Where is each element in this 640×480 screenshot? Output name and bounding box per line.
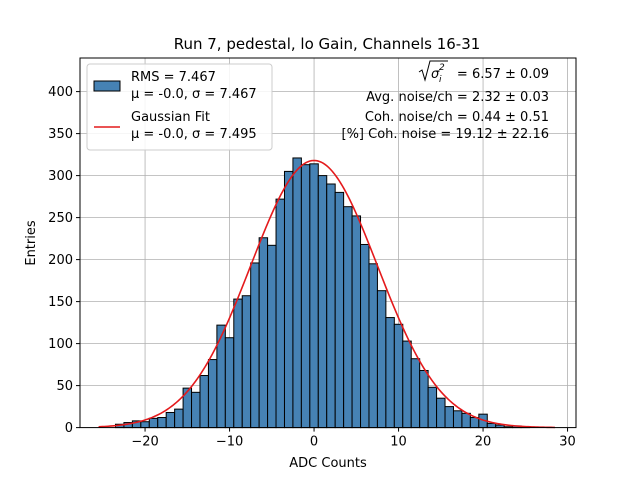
histogram-bar [486,422,497,429]
legend-hist-rms: RMS = 7.467 [131,70,216,85]
histogram-bar [241,295,252,429]
y-tick-label: 200 [48,253,73,268]
histogram-bar [360,243,370,429]
x-tick-label: 0 [310,435,318,450]
y-axis-ticks: 0 50 100 150 200 250 300 350 400 [48,85,80,436]
y-tick-label: 250 [48,211,73,226]
histogram-bar [283,170,294,429]
histogram-bar [461,412,471,429]
x-tick-label: 20 [475,435,492,450]
x-tick-label: −20 [131,435,158,450]
histogram-bar [233,298,243,429]
histogram-bar [393,323,404,429]
histogram-bar [385,317,395,429]
svg-text:2: 2 [439,63,445,73]
histogram-bar [452,410,463,429]
histogram-bar [148,417,159,429]
histogram-bar [207,359,218,429]
histogram-bar [275,198,285,429]
histogram-bar [317,175,328,429]
histogram-bar [300,164,311,429]
y-tick-label: 150 [48,295,73,310]
histogram-bar [469,417,480,429]
legend-hist-params: μ = -0.0, σ = 7.467 [131,87,257,102]
histogram-bar [165,411,176,429]
histogram-bar [444,406,454,429]
y-tick-label: 0 [65,421,73,436]
y-tick-label: 400 [48,85,73,100]
histogram-bars [114,157,531,429]
x-tick-label: 30 [559,435,576,450]
annotation-coh-noise: Coh. noise/ch = 0.44 ± 0.51 [365,110,549,125]
histogram-bar [216,324,226,429]
histogram-bar [199,375,209,429]
histogram-bar [343,206,353,429]
y-tick-label: 350 [48,127,73,142]
svg-text:σ: σ [431,67,440,82]
histogram-bar [250,262,260,429]
histogram-bar [419,369,429,429]
noise-annotations: σ 2 i = 6.57 ± 0.09 Avg. noise/ch = 2.32… [342,60,550,142]
histogram-bar [368,263,378,429]
legend-fit-label: Gaussian Fit [131,110,210,125]
svg-text:i: i [439,75,442,85]
sigma-formula-symbol: σ 2 i [418,60,448,85]
histogram-bar [402,340,412,429]
histogram-bar [174,408,184,429]
x-tick-label: −10 [216,435,243,450]
histogram-bar [376,290,387,429]
x-tick-label: 10 [390,435,407,450]
histogram-bar [224,337,235,429]
histogram-bar [410,358,421,429]
histogram-bar [334,191,345,429]
annotation-total-noise: = 6.57 ± 0.09 [457,67,549,82]
legend: RMS = 7.467 μ = -0.0, σ = 7.467 Gaussian… [86,63,273,151]
legend-box [86,63,273,151]
histogram-bar [267,244,277,429]
histogram-bar [326,183,336,429]
y-tick-label: 100 [48,337,73,352]
chart-title: Run 7, pedestal, lo Gain, Channels 16-31 [174,35,481,53]
histogram-bar [157,417,167,429]
y-axis-label: Entries [24,220,39,266]
histogram-bar [427,386,438,429]
legend-hist-swatch [93,80,121,92]
histogram-bar [351,215,362,429]
y-tick-label: 50 [56,379,73,394]
annotation-avg-noise: Avg. noise/ch = 2.32 ± 0.03 [366,90,549,105]
histogram-bar [292,157,302,429]
x-axis-ticks: −20 −10 0 10 20 30 [131,427,576,450]
grid-lines [80,58,576,429]
histogram-bar [436,397,446,429]
gaussian-fit-line [98,159,555,429]
x-axis-label: ADC Counts [289,456,367,471]
annotation-coh-noise-percent: [%] Coh. noise = 19.12 ± 22.16 [342,127,550,142]
legend-fit-params: μ = -0.0, σ = 7.495 [131,127,257,142]
y-tick-label: 300 [48,169,73,184]
plot-frame [79,57,577,429]
histogram-bar [191,391,201,429]
histogram-bar [309,163,319,429]
histogram-bar [258,237,269,429]
histogram-bar [140,421,150,429]
